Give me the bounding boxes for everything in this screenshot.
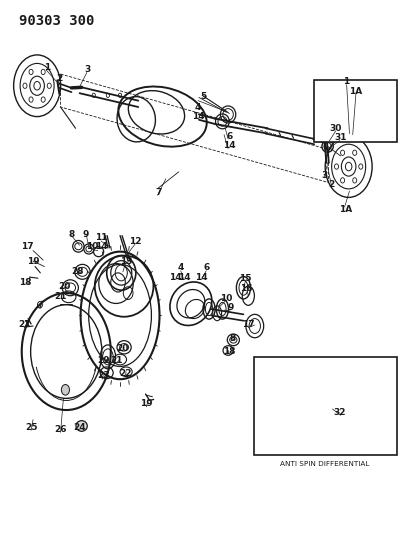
- Text: 18: 18: [19, 278, 32, 287]
- Text: 1A: 1A: [338, 205, 351, 214]
- Text: 21: 21: [109, 356, 122, 365]
- Text: 9: 9: [227, 303, 233, 312]
- Text: 6: 6: [203, 263, 210, 272]
- Text: 27: 27: [18, 320, 30, 329]
- Text: 24: 24: [73, 423, 86, 432]
- Text: 26: 26: [54, 425, 67, 434]
- Text: 29: 29: [97, 356, 110, 365]
- Text: 14: 14: [94, 243, 107, 252]
- Text: 14: 14: [191, 112, 204, 121]
- Text: 4: 4: [177, 263, 183, 272]
- Text: 22: 22: [119, 369, 131, 378]
- Text: 21: 21: [54, 292, 67, 301]
- Text: 8: 8: [68, 230, 75, 239]
- Text: 3: 3: [84, 66, 91, 74]
- Text: 23: 23: [97, 371, 110, 380]
- Text: 10: 10: [220, 294, 232, 303]
- Text: 28: 28: [71, 268, 83, 276]
- Circle shape: [61, 384, 69, 395]
- Text: 15: 15: [239, 273, 251, 282]
- Text: 12: 12: [128, 237, 141, 246]
- Text: 10: 10: [85, 243, 98, 252]
- Text: 14: 14: [178, 273, 191, 281]
- Text: 1: 1: [44, 63, 50, 71]
- Text: 14: 14: [169, 273, 181, 281]
- Bar: [253, 357, 396, 455]
- Text: 11: 11: [94, 233, 107, 242]
- Text: 2: 2: [56, 74, 62, 83]
- Text: 14: 14: [222, 141, 235, 150]
- Text: 14: 14: [194, 273, 207, 281]
- Text: 5: 5: [199, 92, 206, 101]
- Text: 6: 6: [226, 132, 232, 141]
- Text: 13: 13: [119, 257, 132, 265]
- Circle shape: [282, 367, 329, 429]
- Ellipse shape: [322, 376, 341, 415]
- Text: 31: 31: [333, 133, 346, 142]
- Text: 32: 32: [333, 408, 345, 417]
- Text: 8: 8: [229, 334, 235, 343]
- Text: 20: 20: [58, 282, 70, 291]
- Bar: [313, 80, 396, 142]
- Text: 3: 3: [320, 171, 327, 180]
- Text: 30: 30: [329, 124, 341, 133]
- Text: ANTI SPIN DIFFERENTIAL: ANTI SPIN DIFFERENTIAL: [279, 461, 368, 467]
- Text: 9: 9: [82, 230, 89, 239]
- Text: 1: 1: [343, 77, 349, 86]
- Text: 2: 2: [328, 180, 334, 189]
- Text: 4: 4: [194, 102, 201, 111]
- Text: 20: 20: [115, 344, 128, 353]
- Text: 17: 17: [241, 320, 254, 329]
- Text: 19: 19: [140, 399, 152, 408]
- Text: 18: 18: [222, 347, 235, 356]
- Ellipse shape: [76, 421, 87, 431]
- Text: 25: 25: [25, 423, 37, 432]
- Text: 16: 16: [240, 284, 252, 293]
- Text: 19: 19: [27, 257, 39, 265]
- Text: 17: 17: [21, 242, 33, 251]
- Text: 90303 300: 90303 300: [19, 14, 94, 28]
- Text: 7: 7: [155, 188, 161, 197]
- Text: 1A: 1A: [348, 86, 362, 95]
